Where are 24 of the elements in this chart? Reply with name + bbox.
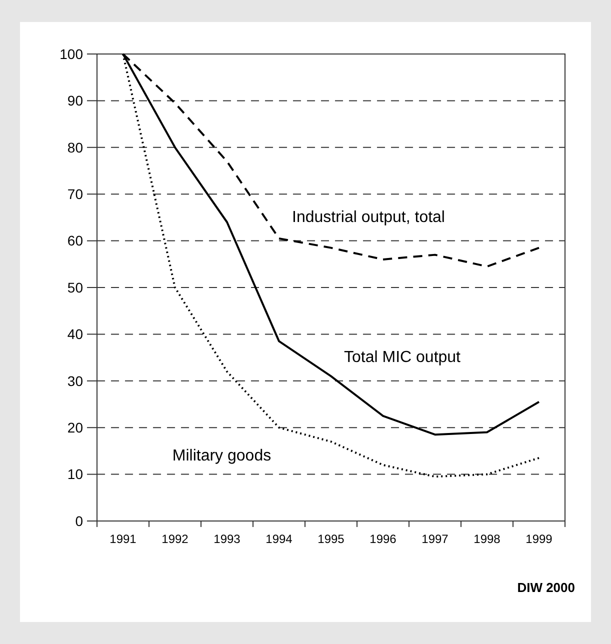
y-tick-label: 60 <box>67 232 84 249</box>
x-tick-label: 1994 <box>266 532 293 546</box>
x-tick-label: 1996 <box>370 532 397 546</box>
y-tick-label: 90 <box>67 92 84 109</box>
x-tick-label: 1993 <box>214 532 241 546</box>
y-tick-label: 70 <box>67 186 84 202</box>
y-tick-label: 10 <box>67 466 84 482</box>
series-label: Military goods <box>172 447 272 464</box>
y-tick-label: 20 <box>67 420 84 436</box>
y-tick-label: 100 <box>60 46 84 62</box>
text: DIW 2000 <box>517 580 575 595</box>
x-tick-label: 1995 <box>318 532 345 546</box>
x-tick-label: 1999 <box>526 532 553 546</box>
x-tick-label: 1997 <box>422 532 449 546</box>
y-tick-label: 0 <box>75 512 84 529</box>
series-label: Industrial output, total <box>292 209 445 226</box>
y-tick-label: 30 <box>67 372 84 389</box>
y-tick-label: 80 <box>67 139 84 156</box>
series-label: Total MIC output <box>344 349 462 366</box>
y-tick-label: 50 <box>67 279 84 296</box>
x-tick-label: 1998 <box>474 532 501 546</box>
y-tick-label: 40 <box>67 326 84 342</box>
x-tick-label: 1992 <box>162 532 189 546</box>
x-tick-label: 1991 <box>110 532 137 546</box>
